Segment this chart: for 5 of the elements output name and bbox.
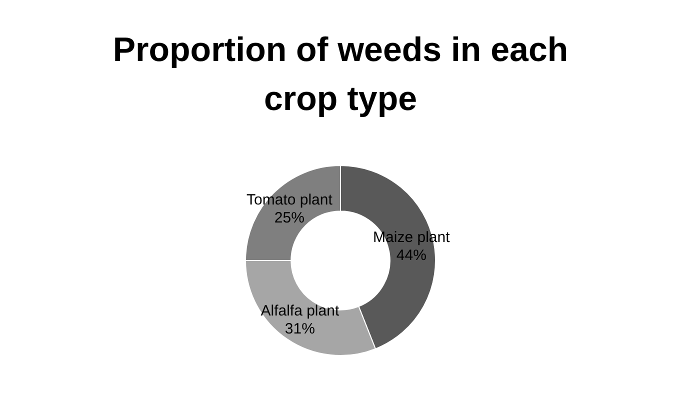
data-label: 25% <box>274 210 304 227</box>
data-label: 44% <box>396 247 426 264</box>
slice-label: Alfalfa plant <box>260 302 340 320</box>
chart-title: Proportion of weeds in each crop type <box>112 30 570 120</box>
data-label: 31% <box>284 320 315 338</box>
